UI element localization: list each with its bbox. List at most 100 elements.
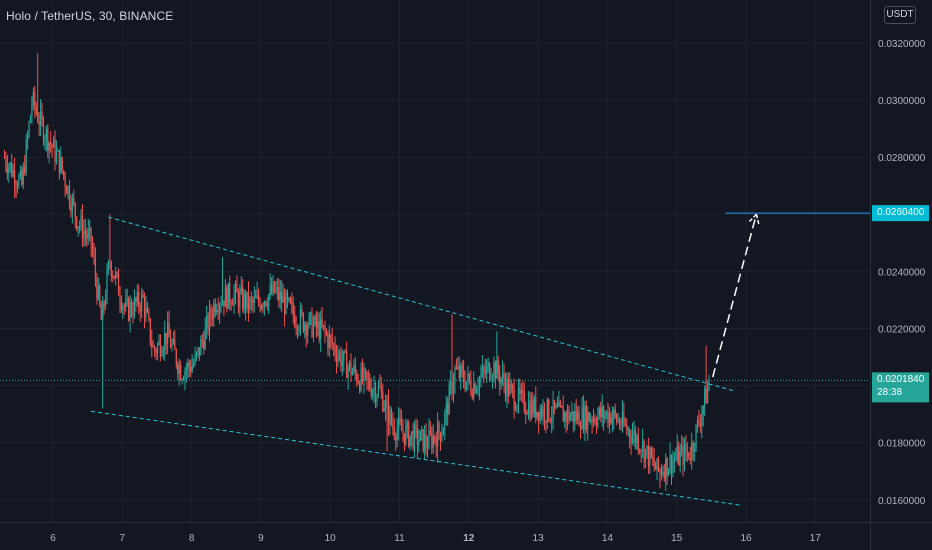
candle-up <box>704 385 706 417</box>
candle-body <box>434 435 436 440</box>
candle-body <box>31 104 33 116</box>
candle-up <box>158 334 160 346</box>
candle-down <box>678 441 680 466</box>
candle-body <box>84 230 86 235</box>
candle-up <box>686 442 688 463</box>
candle-up <box>243 289 245 314</box>
candle-body <box>141 294 143 312</box>
candle-up <box>206 305 208 340</box>
candle-up <box>197 346 199 358</box>
candle-down <box>50 131 52 153</box>
candle-down <box>374 381 377 409</box>
candle-up <box>363 362 365 394</box>
candle-body <box>406 422 408 427</box>
candle-up <box>8 162 10 183</box>
candle-down <box>463 359 465 389</box>
candle-down <box>94 247 97 287</box>
candle-down <box>99 283 101 308</box>
candle-body <box>314 316 316 325</box>
candle-up <box>445 395 447 426</box>
candle-up <box>309 311 312 326</box>
candle-up <box>598 405 600 420</box>
candle-body <box>605 411 608 415</box>
candle-body <box>260 305 263 310</box>
candle-body <box>483 367 485 371</box>
upper-trendline[interactable] <box>108 216 736 392</box>
candle-down <box>21 166 23 187</box>
candle-body <box>15 185 17 187</box>
candle-down <box>81 204 84 247</box>
candle-body <box>603 406 605 419</box>
candle-body <box>257 294 260 302</box>
candle-body <box>539 409 541 422</box>
candle-body <box>450 382 452 386</box>
candle-body <box>51 145 53 148</box>
candle-body <box>178 365 180 374</box>
candle-up <box>122 303 124 319</box>
candle-body <box>117 273 120 296</box>
lower-trendline[interactable] <box>91 410 743 507</box>
candle-up <box>377 379 380 399</box>
candle-body <box>463 370 465 382</box>
candle-body <box>38 121 40 126</box>
candle-down <box>302 312 304 334</box>
candle-down <box>637 427 639 455</box>
candle-body <box>493 362 495 377</box>
candle-body <box>520 390 522 394</box>
candle-body <box>679 451 681 465</box>
candle-body <box>390 410 393 424</box>
candle-down <box>110 260 112 282</box>
candle-down <box>305 321 307 348</box>
candle-down <box>507 372 509 404</box>
candle-down <box>588 411 590 423</box>
candle-body <box>341 360 343 367</box>
candle-body <box>71 197 73 212</box>
candle-up <box>288 296 290 303</box>
currency-button[interactable]: USDT <box>884 6 916 24</box>
candle-up <box>564 410 566 429</box>
candle-down <box>562 395 564 422</box>
candle-body <box>149 318 151 343</box>
candle-up <box>167 311 169 354</box>
candle-body <box>659 469 661 471</box>
time-axis[interactable]: 6 7 8 9 10 11 12 13 14 15 16 17 <box>50 533 821 544</box>
candle-up <box>530 392 533 420</box>
candle-body <box>617 420 619 422</box>
candle-body <box>439 432 442 441</box>
candle-down <box>514 401 517 412</box>
candle-down <box>386 394 388 452</box>
candle-up <box>161 345 163 357</box>
candle-down <box>58 149 60 180</box>
candle-up <box>227 282 229 310</box>
candle-body <box>460 365 462 378</box>
candle-body <box>50 142 52 146</box>
candle-body <box>47 128 49 151</box>
candle-body <box>42 119 45 142</box>
candle-body <box>146 307 149 313</box>
candle-body <box>568 409 570 421</box>
candle-body <box>115 272 117 279</box>
candle-up <box>691 432 693 470</box>
candle-body <box>475 389 478 393</box>
x-tick-label: 17 <box>810 533 822 544</box>
candle-up <box>419 430 421 442</box>
candle-body <box>81 215 84 239</box>
candle-down <box>523 382 525 415</box>
projection-arrow[interactable] <box>712 213 760 378</box>
candle-down <box>549 417 551 424</box>
candle-up <box>45 125 47 152</box>
candle-body <box>452 384 455 394</box>
candle-up <box>597 407 599 429</box>
candle-up <box>219 302 221 325</box>
candles <box>3 52 710 491</box>
candle-down <box>408 419 410 449</box>
candle-body <box>608 413 611 424</box>
candle-up <box>181 378 183 385</box>
candle-down <box>130 298 133 318</box>
candle-body <box>584 405 586 430</box>
candle-up <box>411 430 413 447</box>
candle-up <box>353 359 355 375</box>
candle-up <box>486 359 488 383</box>
candle-up <box>213 299 215 327</box>
